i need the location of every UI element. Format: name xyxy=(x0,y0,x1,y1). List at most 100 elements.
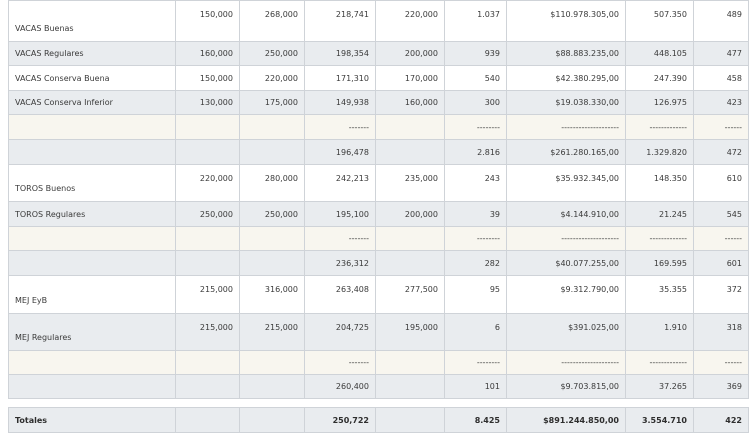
cell-col-1: 220,000 xyxy=(175,164,240,202)
cell-col-2: 215,000 xyxy=(239,313,305,351)
cell-col-8: ------ xyxy=(693,226,749,251)
cell-col-4: 235,000 xyxy=(375,164,445,202)
row-label: Totales xyxy=(8,407,176,433)
cell-col-3: 195,100 xyxy=(304,201,376,227)
cell-col-3: 218,741 xyxy=(304,0,376,42)
cell-col-7: 247.390 xyxy=(625,65,694,91)
cell-col-5: 243 xyxy=(444,164,507,202)
row-label: VACAS Conserva Inferior xyxy=(8,90,176,115)
cell-col-2: 250,000 xyxy=(239,201,305,227)
cell-col-8: 472 xyxy=(693,139,749,165)
cell-col-2: 280,000 xyxy=(239,164,305,202)
cell-col-6: $9.703.815,00 xyxy=(506,374,626,399)
cell-col-8: 545 xyxy=(693,201,749,227)
cell-col-5: 300 xyxy=(444,90,507,115)
cell-col-2 xyxy=(239,350,305,375)
cell-col-6: $88.883.235,00 xyxy=(506,41,626,66)
cell-col-4 xyxy=(375,250,445,276)
table-body: VACAS Buenas 150,000 268,000 218,741 220,000… xyxy=(8,0,749,433)
livestock-price-table: VACAS Buenas 150,000 268,000 218,741 220,000… xyxy=(8,0,749,433)
cell-col-6: $891.244.850,00 xyxy=(506,407,626,433)
cell-col-7: ------------- xyxy=(625,350,694,375)
cell-col-2: 268,000 xyxy=(239,0,305,42)
cell-col-4: 200,000 xyxy=(375,41,445,66)
cell-col-8: 458 xyxy=(693,65,749,91)
row-label: VACAS Conserva Buena xyxy=(8,65,176,91)
cell-col-2: 220,000 xyxy=(239,65,305,91)
cell-col-7: ------------- xyxy=(625,114,694,140)
cell-col-7: 448.105 xyxy=(625,41,694,66)
cell-col-5: 8.425 xyxy=(444,407,507,433)
cell-col-4 xyxy=(375,114,445,140)
cell-col-1: 160,000 xyxy=(175,41,240,66)
cell-col-1 xyxy=(175,114,240,140)
cell-col-8: 422 xyxy=(693,407,749,433)
cell-col-4: 220,000 xyxy=(375,0,445,42)
cell-col-6: $391.025,00 xyxy=(506,313,626,351)
table-row: TOROS Buenos 220,000 280,000 242,213 235,000… xyxy=(8,164,749,202)
cell-col-6: $4.144.910,00 xyxy=(506,201,626,227)
row-label: TOROS Buenos xyxy=(8,164,176,202)
cell-col-3: 263,408 xyxy=(304,275,376,314)
cell-col-6: -------------------- xyxy=(506,226,626,251)
cell-col-5: 101 xyxy=(444,374,507,399)
cell-col-1: 250,000 xyxy=(175,201,240,227)
cell-col-5: 939 xyxy=(444,41,507,66)
table-row: VACAS Conserva Inferior 130,000 175,000 149… xyxy=(8,90,749,115)
table-row: VACAS Buenas 150,000 268,000 218,741 220,000… xyxy=(8,0,749,42)
cell-col-6: -------------------- xyxy=(506,114,626,140)
cell-col-6: $110.978.305,00 xyxy=(506,0,626,42)
cell-col-8: 610 xyxy=(693,164,749,202)
table-row: 236,312 282 $40.077.255,00 169.595 601 xyxy=(8,250,749,276)
cell-col-8: ------ xyxy=(693,114,749,140)
row-label: TOROS Regulares xyxy=(8,201,176,227)
row-label xyxy=(8,114,176,140)
cell-col-3: ------- xyxy=(304,226,376,251)
cell-col-4 xyxy=(375,374,445,399)
table-row: ------- -------- -------------------- -----… xyxy=(8,350,749,375)
cell-col-7: 507.350 xyxy=(625,0,694,42)
cell-col-2 xyxy=(239,407,305,433)
row-label: MEJ EyB xyxy=(8,275,176,314)
cell-col-5: 1.037 xyxy=(444,0,507,42)
row-label xyxy=(8,350,176,375)
cell-col-3: ------- xyxy=(304,114,376,140)
cell-col-3: 242,213 xyxy=(304,164,376,202)
cell-col-6: $40.077.255,00 xyxy=(506,250,626,276)
cell-col-7: 1.910 xyxy=(625,313,694,351)
row-label xyxy=(8,374,176,399)
row-label: VACAS Regulares xyxy=(8,41,176,66)
cell-col-5: 282 xyxy=(444,250,507,276)
cell-col-4 xyxy=(375,350,445,375)
table-row: VACAS Regulares 160,000 250,000 198,354 200,… xyxy=(8,41,749,66)
cell-col-4 xyxy=(375,407,445,433)
cell-col-3: 198,354 xyxy=(304,41,376,66)
totals-row: Totales 250,722 8.425 $891.244.850,00 3.554.… xyxy=(8,407,749,433)
cell-col-2: 250,000 xyxy=(239,41,305,66)
cell-col-7: 1.329.820 xyxy=(625,139,694,165)
cell-col-7: 3.554.710 xyxy=(625,407,694,433)
cell-col-2 xyxy=(239,374,305,399)
cell-col-1: 215,000 xyxy=(175,275,240,314)
cell-col-8: 318 xyxy=(693,313,749,351)
cell-col-2: 316,000 xyxy=(239,275,305,314)
cell-col-1: 215,000 xyxy=(175,313,240,351)
cell-col-6: $35.932.345,00 xyxy=(506,164,626,202)
cell-col-7: ------------- xyxy=(625,226,694,251)
cell-col-3: 250,722 xyxy=(304,407,376,433)
cell-col-8: ------ xyxy=(693,350,749,375)
cell-col-5: 2.816 xyxy=(444,139,507,165)
cell-col-2 xyxy=(239,226,305,251)
table-row: MEJ Regulares 215,000 215,000 204,725 195,00… xyxy=(8,313,749,351)
cell-col-5: 540 xyxy=(444,65,507,91)
cell-col-1 xyxy=(175,139,240,165)
cell-col-4 xyxy=(375,139,445,165)
row-label xyxy=(8,226,176,251)
cell-col-3: 149,938 xyxy=(304,90,376,115)
cell-col-3: ------- xyxy=(304,350,376,375)
cell-col-5: -------- xyxy=(444,226,507,251)
table-row: 196,478 2.816 $261.280.165,00 1.329.820 472 xyxy=(8,139,749,165)
livestock-price-table-container: VACAS Buenas 150,000 268,000 218,741 220,000… xyxy=(8,0,749,433)
table-row: ------- -------- -------------------- -----… xyxy=(8,226,749,251)
spacer-row xyxy=(8,398,749,408)
